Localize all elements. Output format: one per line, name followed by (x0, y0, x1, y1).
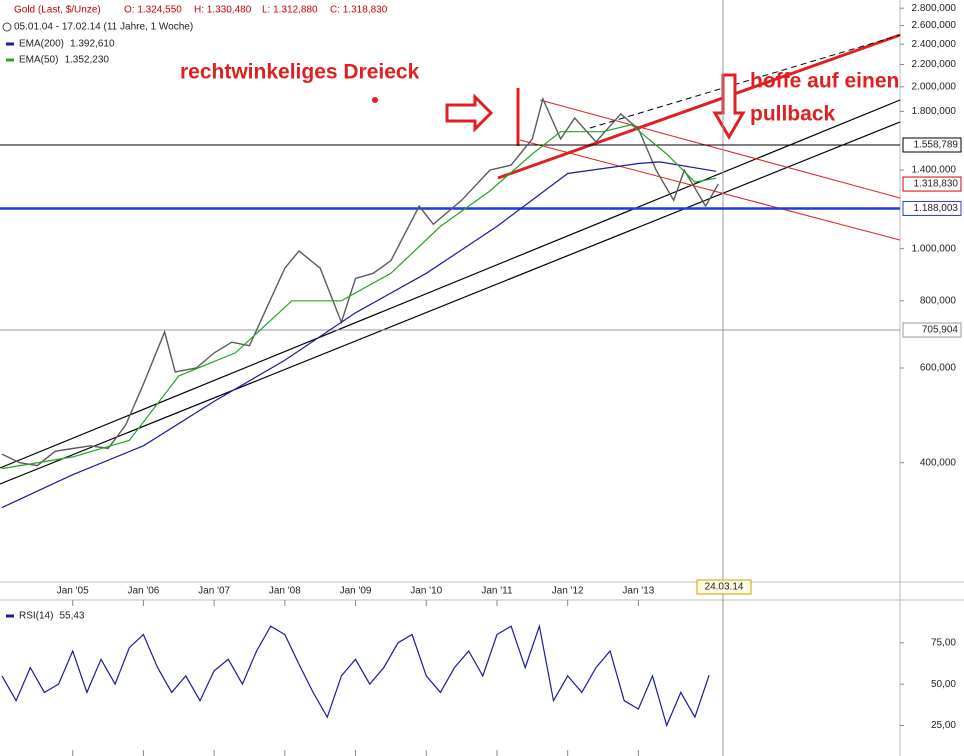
y-tick-label: 2.200,000 (912, 59, 957, 70)
x-tick-label: Jan '05 (57, 586, 89, 597)
x-tick-label: Jan '11 (481, 586, 513, 597)
x-tick-label: Jan '09 (340, 586, 372, 597)
y-tick-label: 2.600,000 (912, 20, 957, 31)
annotation: pullback (750, 103, 836, 126)
dot (372, 97, 378, 103)
level-label: 1.188,003 (914, 203, 959, 214)
period: 05.01.04 - 17.02.14 (11 Jahre, 1 Woche) (14, 22, 193, 33)
last-price-label: 1.318,830 (914, 179, 959, 190)
level-label: 1.558,789 (914, 140, 959, 151)
legend-name: RSI(14) (19, 611, 53, 622)
level-label: 705,904 (922, 325, 959, 336)
y-tick-label: 2.400,000 (912, 39, 957, 50)
annotation: rechtwinkeliges Dreieck (180, 61, 420, 84)
legend-name: EMA(200) (19, 39, 64, 50)
ohlc: L: 1.312,880 (262, 5, 318, 16)
legend-value: 1.352,230 (64, 55, 109, 66)
x-tick-label: Jan '12 (552, 586, 584, 597)
trendline (0, 99, 901, 469)
trendline (589, 34, 901, 129)
ohlc: O: 1.324,550 (124, 5, 182, 16)
trendlines (0, 33, 901, 485)
date-box (696, 579, 752, 595)
last-price-box (902, 176, 962, 192)
legend-swatch (6, 42, 14, 46)
arrow-down (712, 73, 746, 140)
y-tick-label: 50,00 (931, 679, 956, 690)
x-tick-label: Jan '13 (622, 586, 654, 597)
trendline (539, 99, 901, 199)
y-tick-label: 1.400,000 (912, 165, 957, 176)
ohlc: C: 1.318,830 (330, 5, 388, 16)
annotation: hoffe auf einen (750, 70, 899, 93)
arrow-right (445, 93, 494, 133)
series-line (1, 124, 717, 470)
ohlc: H: 1.330,480 (194, 5, 252, 16)
x-tick-label: Jan '06 (127, 586, 159, 597)
legend-value: 1.392,610 (70, 39, 115, 50)
y-tick-label: 25,00 (931, 720, 956, 731)
legend-name: EMA(50) (19, 55, 58, 66)
x-tick-label: Jan '08 (269, 586, 301, 597)
crosshair-date: 24.03.14 (705, 582, 744, 593)
y-tick-label: 2.800,000 (912, 3, 957, 14)
level-box (902, 200, 962, 216)
x-tick-label: Jan '10 (410, 586, 442, 597)
y-tick-label: 2.000,000 (912, 81, 957, 92)
y-tick-label: 800,000 (920, 295, 957, 306)
legend-swatch (6, 614, 14, 618)
clock-icon (2, 22, 12, 32)
trendline (0, 121, 901, 485)
level-box (902, 137, 962, 153)
y-tick-label: 75,00 (931, 637, 956, 648)
trendline (497, 33, 901, 180)
y-tick-label: 400,000 (920, 457, 957, 468)
level-box (902, 322, 962, 338)
y-tick-label: 1.800,000 (912, 106, 957, 117)
trendline (519, 139, 901, 241)
instrument: Gold (Last, $/Unze) (14, 5, 101, 16)
y-tick-label: 600,000 (920, 363, 957, 374)
legend-value: 55,43 (59, 611, 84, 622)
series-line (1, 623, 710, 728)
legend-swatch (6, 58, 14, 62)
y-tick-label: 1.000,000 (912, 243, 957, 254)
x-tick-label: Jan '07 (198, 586, 230, 597)
series-line (1, 161, 717, 509)
series-line (1, 96, 719, 467)
